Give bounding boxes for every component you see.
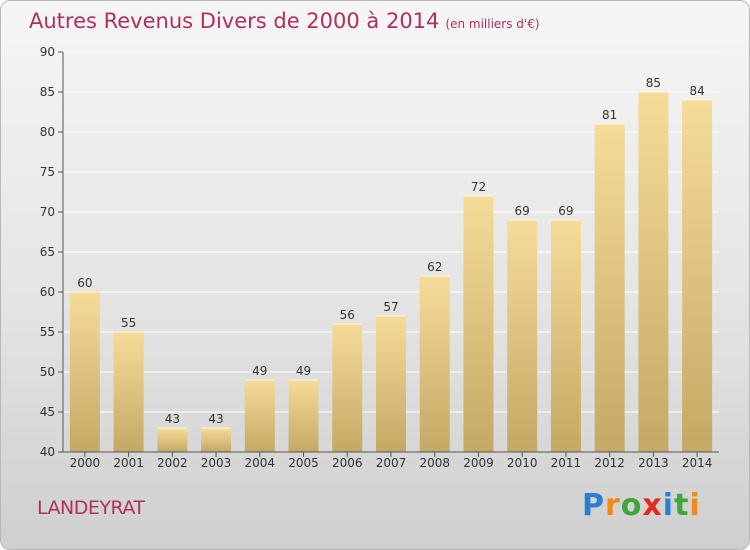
x-tick-label: 2004 [245,456,276,470]
bar [638,92,669,452]
x-tick-label: 2002 [157,456,188,470]
brand-logo-letter: x [642,488,663,523]
y-tick-label: 75 [40,165,55,179]
brand-logo-letter: i [662,488,675,523]
x-tick-label: 2003 [201,456,232,470]
y-tick-label: 80 [40,125,55,139]
x-tick-label: 2000 [70,456,101,470]
y-tick-label: 65 [40,245,55,259]
chart-unit: (en milliers d'€) [445,17,540,31]
brand-logo-letter: r [605,488,621,523]
bar [69,292,100,452]
bar-value-label: 49 [252,364,267,378]
x-tick-label: 2006 [332,456,363,470]
x-tick-label: 2012 [594,456,625,470]
bar-value-label: 56 [340,308,355,322]
bar [550,220,581,452]
brand-logo-letter: t [674,488,690,523]
x-tick-label: 2007 [376,456,407,470]
bar-value-label: 43 [165,412,180,426]
bar-value-label: 60 [77,276,92,290]
bar-value-label: 84 [689,84,704,98]
bar [113,332,144,452]
y-tick-label: 55 [40,325,55,339]
bar [682,100,713,452]
x-tick-label: 2011 [551,456,582,470]
y-tick-label: 70 [40,205,55,219]
bar [201,428,232,452]
x-tick-label: 2009 [463,456,494,470]
location-label: LANDEYRAT [37,497,145,519]
bar [157,428,188,452]
brand-logo-letter: P [582,488,605,523]
bar [419,276,450,452]
title-row: Autres Revenus Divers de 2000 à 2014 (en … [29,9,540,33]
bar [594,124,625,452]
bar [376,316,406,452]
bar-value-label: 69 [515,204,530,218]
bar [244,380,275,452]
bar-value-label: 55 [121,316,136,330]
x-tick-label: 2010 [507,456,538,470]
bar-value-label: 69 [558,204,573,218]
bar-value-label: 85 [646,76,661,90]
x-tick-label: 2013 [638,456,669,470]
bar-value-label: 49 [296,364,311,378]
bar-value-label: 43 [208,412,223,426]
bar [332,324,363,452]
y-tick-label: 50 [40,365,55,379]
y-tick-label: 40 [40,445,55,459]
bar [288,380,319,452]
y-tick-label: 45 [40,405,55,419]
brand-logo: Proxiti [582,488,701,523]
x-tick-label: 2005 [288,456,319,470]
bar [463,196,494,452]
y-tick-label: 90 [40,45,55,59]
x-tick-label: 2014 [682,456,713,470]
y-tick-label: 85 [40,85,55,99]
brand-logo-letter: o [620,488,643,523]
bar-value-label: 72 [471,180,486,194]
bar [507,220,538,452]
x-tick-label: 2008 [419,456,450,470]
y-tick-label: 60 [40,285,55,299]
bar-value-label: 81 [602,108,617,122]
bar-value-label: 62 [427,260,442,274]
brand-logo-letter: i [689,488,701,523]
bar-value-label: 57 [383,300,398,314]
chart-title: Autres Revenus Divers de 2000 à 2014 [29,9,440,33]
x-tick-label: 2001 [113,456,144,470]
